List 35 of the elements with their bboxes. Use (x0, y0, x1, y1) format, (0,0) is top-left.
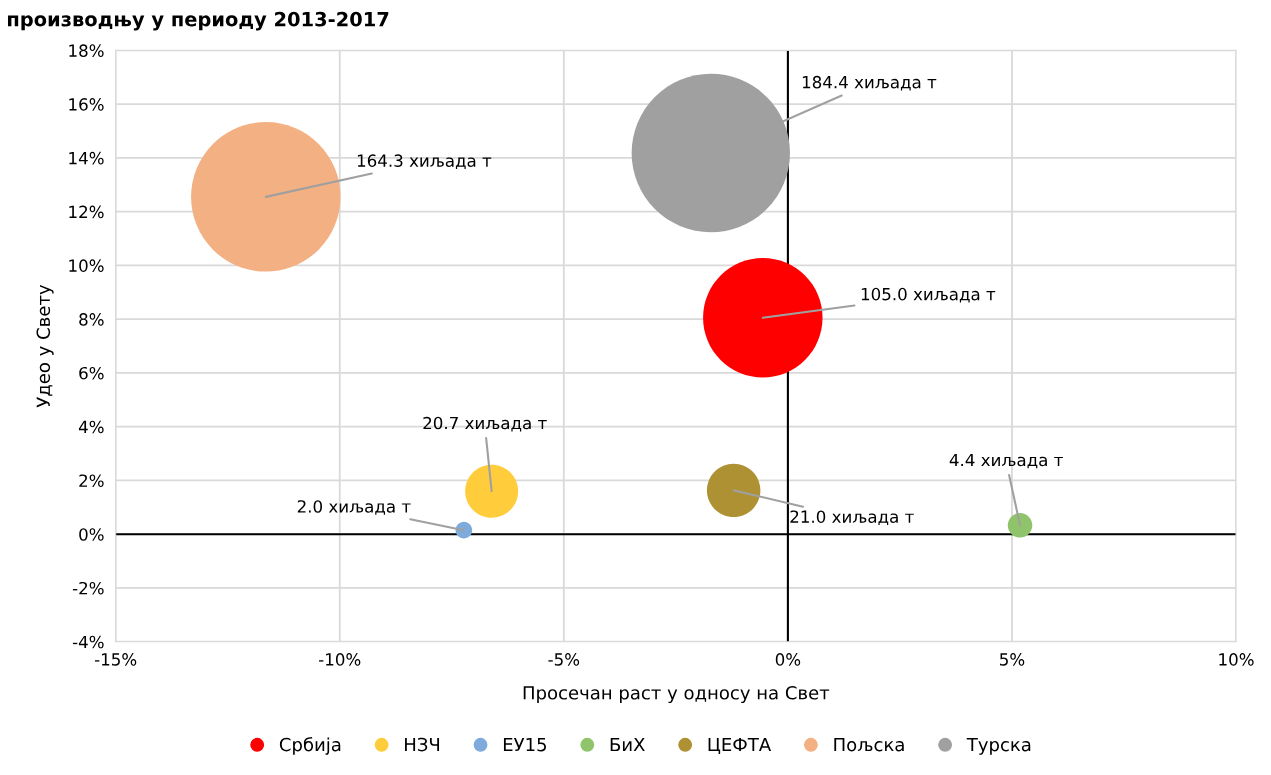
annotation: 164.3 хиљада т (357, 154, 492, 170)
annotation: 4.4 хиљада т (949, 453, 1063, 469)
annotation: 105.0 хиљада т (861, 287, 996, 303)
annotation: 2.0 хиљада т (297, 500, 411, 515)
y-tick-label: 14% (69, 151, 104, 165)
annotation: 21.0 хиљада т (790, 510, 914, 526)
y-axis-title: Удео у Свету (36, 284, 54, 408)
legend-label: Пољска (834, 737, 904, 752)
x-tick-label: -15% (94, 653, 137, 666)
x-tick-label: -5% (548, 653, 580, 666)
legend-label: БиХ (610, 737, 645, 752)
y-tick-label: 6% (79, 366, 104, 380)
y-tick-label: -2% (72, 581, 104, 595)
x-tick-label: 5% (1000, 653, 1025, 666)
y-tick-label: 16% (69, 98, 104, 111)
legend-label: Србија (279, 737, 341, 755)
y-tick-label: 4% (78, 420, 104, 434)
y-tick-label: 2% (79, 474, 104, 487)
y-tick-label: 0% (79, 528, 104, 541)
annotation: 184.4 хиљада т (802, 75, 937, 91)
x-tick-label: 0% (775, 653, 801, 666)
legend-label: ЕУ15 (503, 737, 546, 752)
legend-label: НЗЧ (405, 737, 440, 752)
y-tick-label: 10% (69, 259, 104, 272)
y-tick-label: 12% (69, 205, 104, 219)
x-tick-label: 10% (1219, 653, 1254, 666)
legend-label: Турска (966, 737, 1031, 755)
y-tick-label: 18% (69, 44, 104, 57)
y-tick-label: -4% (72, 635, 104, 649)
y-tick-label: 8% (79, 313, 104, 326)
legend-label: ЦЕФТА (708, 737, 772, 754)
annotation: 20.7 хиљада т (423, 416, 547, 432)
chart-title: производњу у периоду 2013-2017 (7, 11, 389, 31)
x-tick-label: -10% (319, 653, 361, 666)
x-axis-title: Просечан раст у односу на Свет (523, 685, 830, 704)
